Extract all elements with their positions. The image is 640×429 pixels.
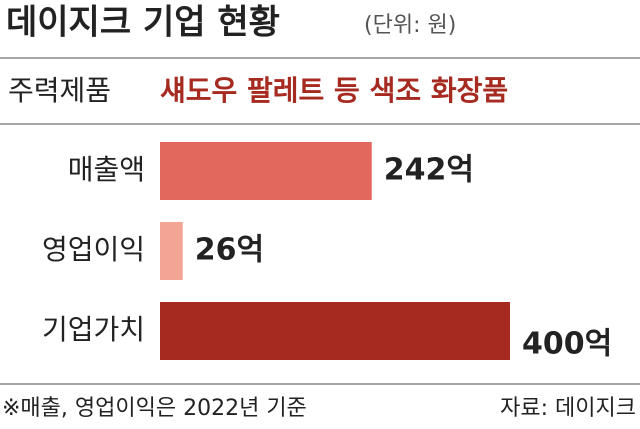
- category-label: 영업이익: [42, 233, 145, 266]
- source: 자료: 데이지크: [500, 396, 636, 421]
- unit-label: (단위: 원): [364, 13, 456, 38]
- value-label: 400억: [522, 327, 612, 362]
- value-label: 26억: [195, 233, 264, 268]
- note: ※매출, 영업이익은 2022년 기준: [2, 396, 307, 421]
- bar: [160, 302, 510, 360]
- value-label: 242억: [384, 153, 474, 188]
- subtitle: 섀도우 팔레트 등 색조 화장품: [160, 74, 508, 107]
- chart-title: 데이지크 기업 현황: [6, 3, 280, 43]
- bar: [160, 222, 183, 280]
- bar: [160, 142, 372, 200]
- category-label: 기업가치: [42, 313, 145, 346]
- subtitle-label: 주력제품: [8, 74, 111, 107]
- category-label: 매출액: [68, 153, 145, 186]
